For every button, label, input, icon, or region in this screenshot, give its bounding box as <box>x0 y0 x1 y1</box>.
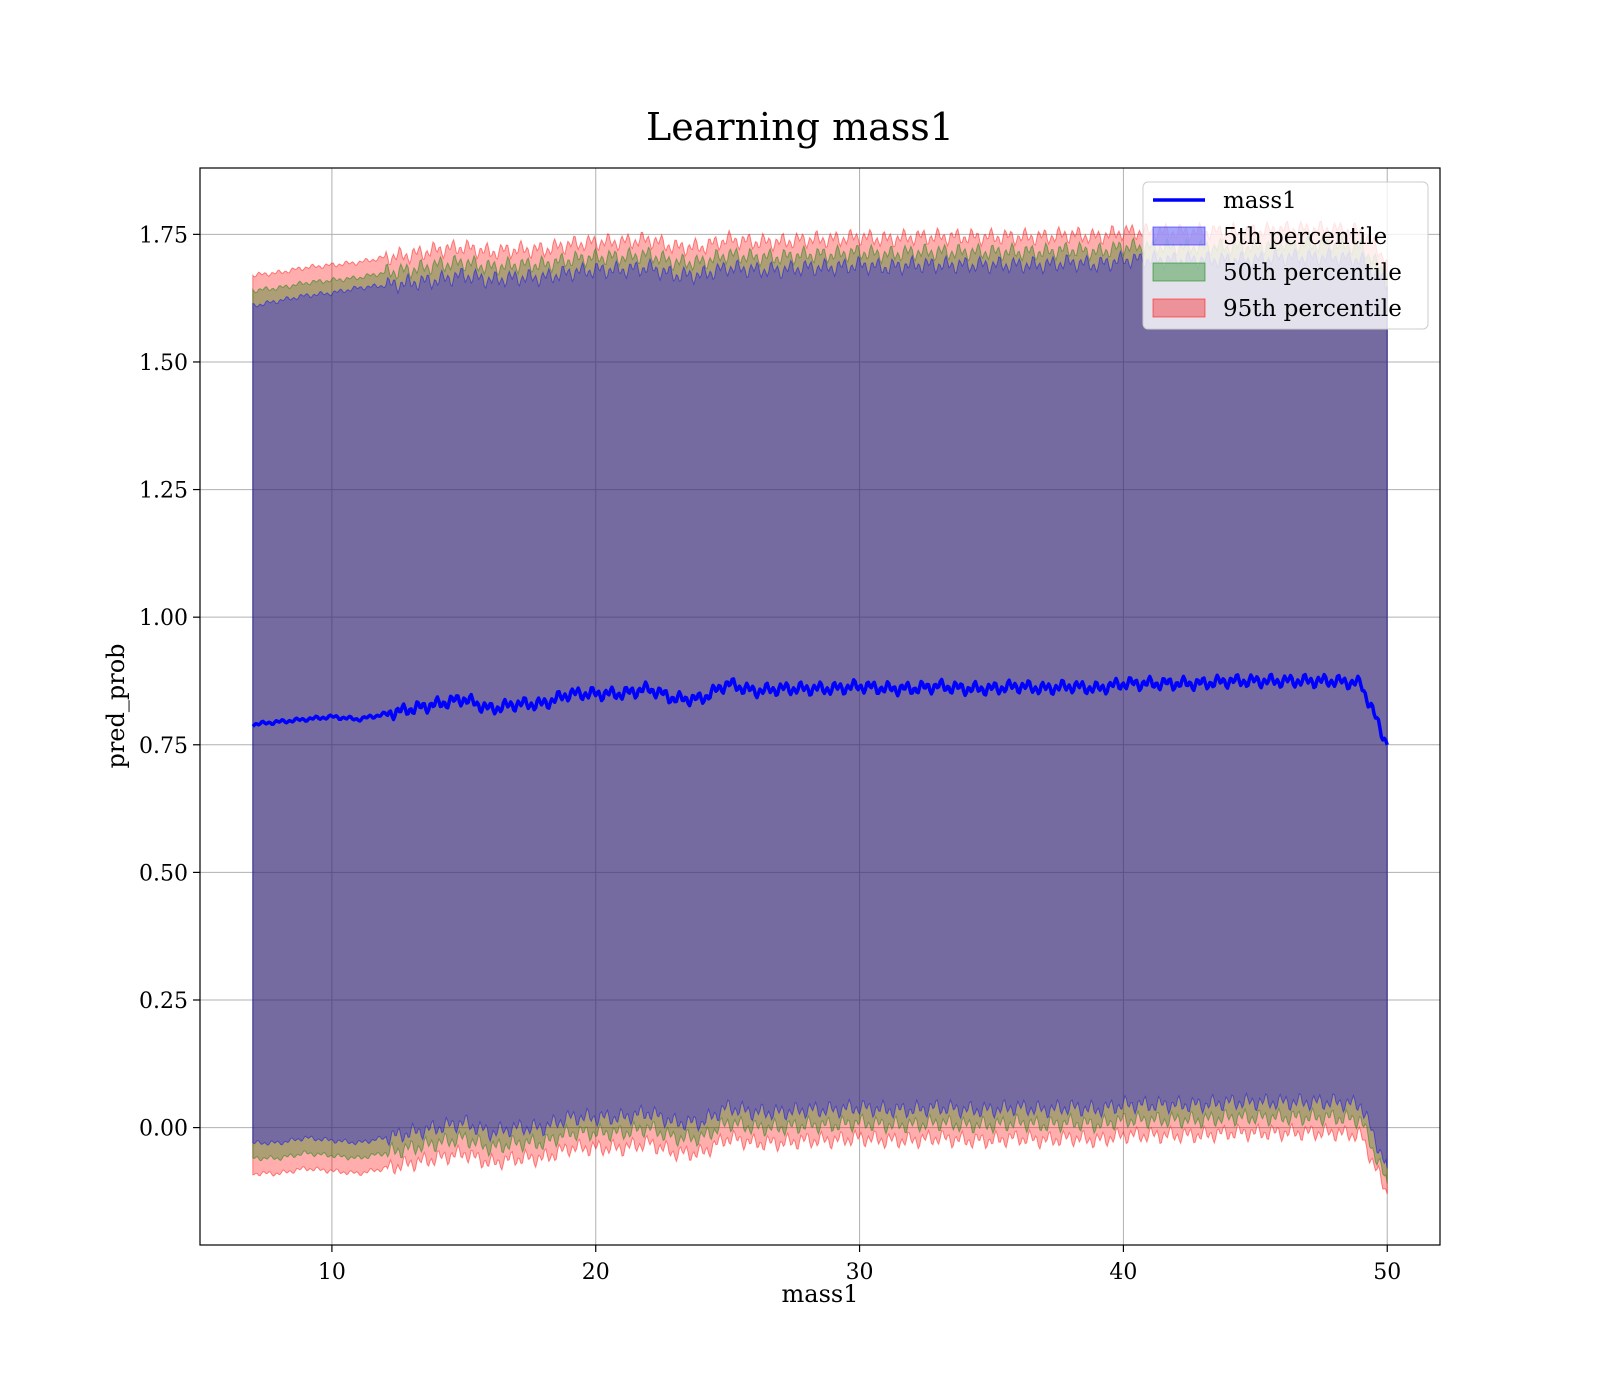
chart-title: Learning mass1 <box>646 105 954 149</box>
y-tick-label: 0.00 <box>139 1117 188 1142</box>
legend-patch-swatch <box>1152 298 1206 318</box>
x-axis-ticks: 10 20 30 40 50 <box>318 1245 1401 1285</box>
y-tick-label: 0.50 <box>139 861 188 886</box>
y-tick-label: 1.75 <box>139 223 188 248</box>
y-tick-label: 1.00 <box>139 606 188 631</box>
x-tick-label: 40 <box>1109 1260 1137 1285</box>
x-tick-label: 20 <box>582 1260 610 1285</box>
x-tick-label: 30 <box>846 1260 874 1285</box>
line-series <box>251 672 1389 746</box>
plot-frame <box>199 167 1441 1246</box>
line-mass1 <box>251 672 1389 746</box>
legend-label: 5th percentile <box>1223 224 1387 250</box>
y-tick-label: 0.25 <box>139 989 188 1014</box>
grid <box>200 168 1440 1245</box>
legend-label: mass1 <box>1223 188 1297 214</box>
legend-box <box>1142 181 1429 330</box>
x-axis-label: mass1 <box>782 1280 859 1308</box>
band-5th-percentile <box>252 247 1388 1169</box>
plot-area <box>200 168 1440 1245</box>
percentile-bands <box>252 220 1388 1195</box>
y-tick-label: 1.50 <box>139 351 188 376</box>
y-axis-label: pred_prob <box>102 643 130 768</box>
band-50th-percentile <box>252 234 1388 1184</box>
legend-label: 95th percentile <box>1223 296 1402 322</box>
y-tick-label: 1.25 <box>139 479 188 504</box>
legend-patch-swatch <box>1152 226 1206 246</box>
legend-label: 50th percentile <box>1223 260 1402 286</box>
legend-patch-swatch <box>1152 262 1206 282</box>
legend: mass1 5th percentile 50th percentile 95th p… <box>1142 181 1429 330</box>
band-95th-percentile <box>252 220 1388 1195</box>
y-axis-ticks: 0.00 0.25 0.50 0.75 1.00 1.25 1.50 1.75 <box>139 223 200 1142</box>
x-tick-label: 10 <box>318 1260 346 1285</box>
y-tick-label: 0.75 <box>139 734 188 759</box>
x-tick-label: 50 <box>1373 1260 1401 1285</box>
